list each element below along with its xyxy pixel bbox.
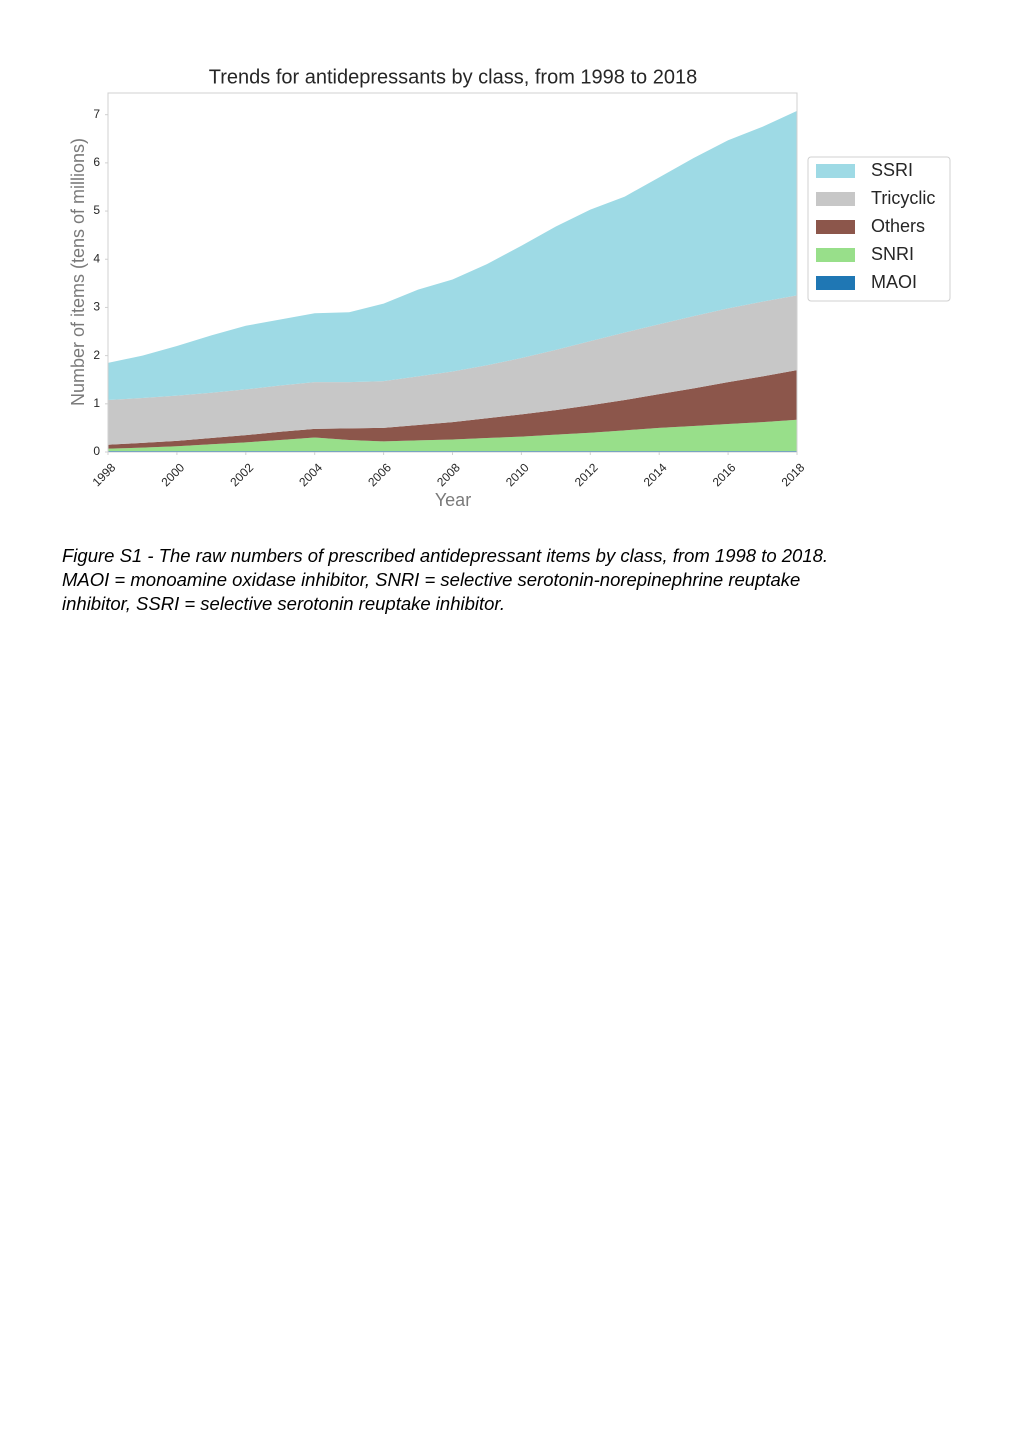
x-tick-label: 2000 [158, 460, 187, 489]
legend-swatch [816, 164, 855, 178]
caption-line: inhibitor, SSRI = selective serotonin re… [62, 593, 506, 614]
x-tick-label: 2012 [572, 460, 601, 489]
x-tick-label: 2018 [779, 460, 808, 489]
x-tick-label: 2016 [710, 460, 739, 489]
caption: Figure S1 - The raw numbers of prescribe… [62, 544, 828, 616]
area [108, 110, 797, 400]
x-tick-label: 1998 [90, 460, 119, 489]
area [108, 295, 797, 445]
y-tick-label: 0 [93, 444, 100, 458]
legend-label: MAOI [871, 272, 917, 292]
chart: Trends for antidepressants by class, fro… [68, 66, 951, 510]
y-tick-label: 1 [93, 396, 100, 410]
x-tick-label: 2002 [227, 460, 256, 489]
y-tick-label: 5 [93, 203, 100, 217]
y-tick-label: 3 [93, 300, 100, 314]
legend-label: Tricyclic [871, 188, 935, 208]
area [108, 419, 797, 452]
area [108, 370, 797, 449]
y-tick-label: 4 [93, 251, 100, 265]
x-tick-label: 2008 [434, 460, 463, 489]
caption-line: MAOI = monoamine oxidase inhibitor, SNRI… [62, 569, 801, 590]
x-tick-label: 2006 [365, 460, 394, 489]
caption-line: Figure S1 - The raw numbers of prescribe… [62, 545, 829, 566]
chart-title: Trends for antidepressants by class, fro… [209, 66, 697, 88]
x-tick-label: 2004 [296, 460, 325, 489]
x-axis-label: Year [435, 490, 471, 510]
legend-label: Others [871, 216, 925, 236]
x-tick-label: 2010 [503, 460, 532, 489]
legend-label: SSRI [871, 160, 913, 180]
x-tick-label: 2014 [641, 460, 670, 489]
y-tick-label: 7 [93, 107, 100, 121]
legend-swatch [816, 248, 855, 262]
y-tick-label: 6 [93, 155, 100, 169]
legend-swatch [816, 220, 855, 234]
legend-label: SNRI [871, 244, 914, 264]
y-tick-label: 2 [93, 348, 100, 362]
y-axis-label: Number of items (tens of millions) [68, 138, 88, 406]
legend-swatch [816, 192, 855, 206]
legend-swatch [816, 276, 855, 290]
